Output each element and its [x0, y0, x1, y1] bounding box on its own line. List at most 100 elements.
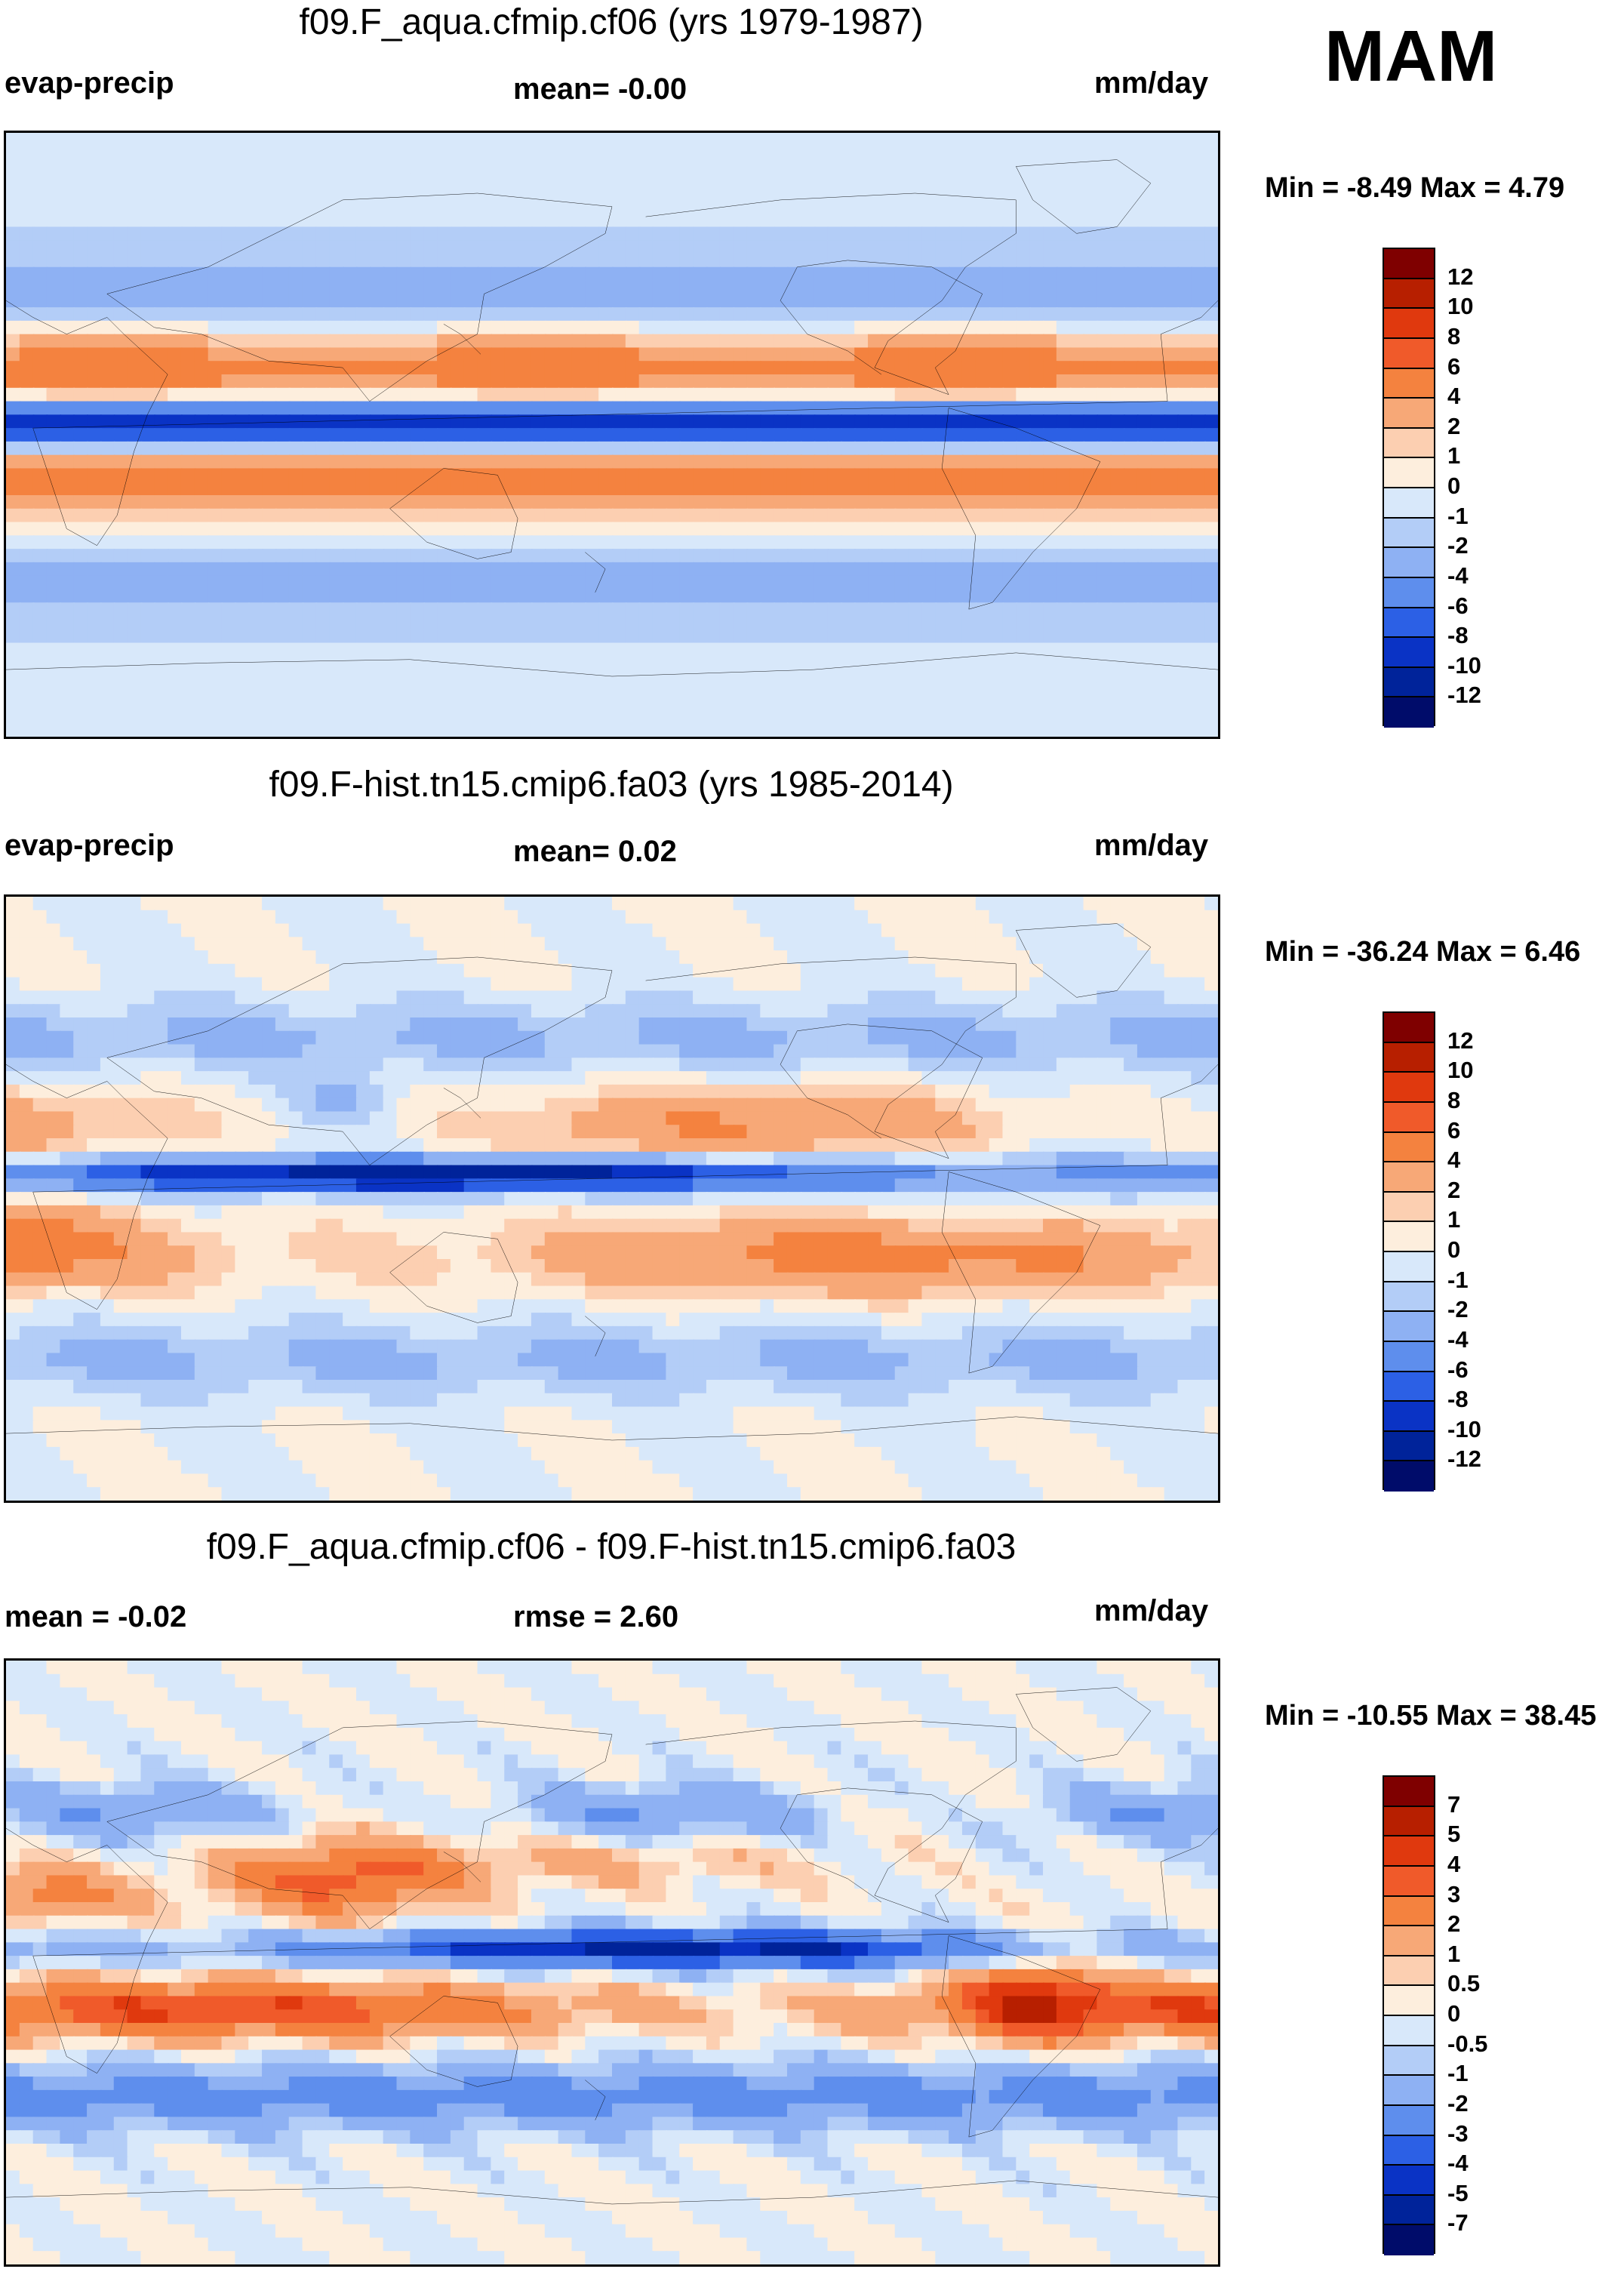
- field-cell: [100, 575, 115, 591]
- field-cell: [60, 549, 75, 564]
- field-cell: [383, 401, 398, 417]
- field-cell: [921, 670, 937, 685]
- field-cell: [733, 508, 749, 524]
- field-cell: [32, 508, 48, 524]
- field-cell: [275, 990, 291, 1005]
- field-cell: [6, 213, 21, 229]
- field-cell: [369, 549, 385, 564]
- field-cell: [1016, 401, 1031, 417]
- field-cell: [369, 910, 385, 925]
- field-cell: [894, 549, 910, 564]
- field-cell: [908, 950, 924, 965]
- field-cell: [1150, 159, 1166, 175]
- field-cell: [477, 146, 493, 162]
- field-cell: [288, 266, 304, 282]
- field-cell: [477, 1017, 493, 1033]
- field-cell: [544, 428, 560, 443]
- field-cell: [180, 159, 196, 175]
- field-cell: [19, 977, 35, 993]
- field-cell: [100, 361, 115, 376]
- field-cell: [894, 361, 910, 376]
- field-cell: [235, 535, 250, 550]
- field-cell: [288, 602, 304, 617]
- field-cell: [786, 629, 802, 645]
- field-cell: [6, 642, 21, 658]
- field-cell: [6, 602, 21, 617]
- field-cell: [423, 454, 438, 470]
- field-cell: [1069, 320, 1085, 336]
- field-cell: [369, 682, 385, 698]
- field-cell: [679, 562, 694, 577]
- field-cell: [638, 454, 654, 470]
- field-cell: [396, 387, 412, 403]
- field-cell: [786, 401, 802, 417]
- field-cell: [288, 977, 304, 993]
- field-cell: [343, 361, 358, 376]
- field-cell: [73, 495, 88, 510]
- field-cell: [194, 522, 210, 537]
- field-cell: [396, 482, 412, 497]
- field-cell: [235, 616, 250, 631]
- field-cell: [693, 522, 708, 537]
- field-cell: [1056, 387, 1072, 403]
- field-cell: [544, 616, 560, 631]
- field-cell: [585, 910, 600, 925]
- field-cell: [786, 923, 802, 939]
- field-cell: [262, 254, 277, 269]
- field-cell: [746, 508, 762, 524]
- field-cell: [1177, 950, 1193, 965]
- field-cell: [87, 482, 102, 497]
- field-cell: [894, 642, 910, 658]
- field-cell: [19, 441, 35, 457]
- field-cell: [1069, 910, 1085, 925]
- field-cell: [786, 307, 802, 322]
- field-cell: [1043, 923, 1058, 939]
- field-cell: [625, 334, 641, 349]
- field-cell: [208, 950, 223, 965]
- field-cell: [343, 173, 358, 188]
- field-cell: [410, 159, 425, 175]
- field-cell: [666, 535, 681, 550]
- field-cell: [814, 159, 829, 175]
- field-cell: [854, 602, 869, 617]
- field-cell: [841, 374, 856, 389]
- field-cell: [612, 990, 627, 1005]
- field-cell: [1056, 361, 1072, 376]
- field-cell: [248, 495, 263, 510]
- field-cell: [544, 977, 560, 993]
- field-cell: [949, 910, 964, 925]
- field-cell: [908, 508, 924, 524]
- field-cell: [1150, 173, 1166, 188]
- field-cell: [975, 629, 991, 645]
- field-cell: [693, 454, 708, 470]
- field-cell: [841, 266, 856, 282]
- field-cell: [1056, 910, 1072, 925]
- field-cell: [612, 199, 627, 215]
- field-cell: [315, 146, 331, 162]
- field-cell: [814, 977, 829, 993]
- field-cell: [6, 508, 21, 524]
- field-cell: [949, 589, 964, 604]
- field-cell: [87, 173, 102, 188]
- field-cell: [531, 897, 546, 912]
- field-cell: [46, 173, 62, 188]
- field-cell: [491, 199, 506, 215]
- field-cell: [235, 549, 250, 564]
- field-cell: [625, 950, 641, 965]
- field-cell: [100, 1004, 115, 1019]
- field-cell: [827, 307, 843, 322]
- field-cell: [585, 522, 600, 537]
- field-cell: [827, 199, 843, 215]
- field-cell: [100, 387, 115, 403]
- field-cell: [1097, 240, 1112, 255]
- field-cell: [396, 508, 412, 524]
- field-cell: [894, 616, 910, 631]
- field-cell: [383, 226, 398, 242]
- field-cell: [827, 374, 843, 389]
- field-cell: [1043, 1017, 1058, 1033]
- field-cell: [746, 937, 762, 952]
- field-cell: [625, 923, 641, 939]
- field-cell: [949, 575, 964, 591]
- field-cell: [73, 589, 88, 604]
- field-cell: [571, 990, 587, 1005]
